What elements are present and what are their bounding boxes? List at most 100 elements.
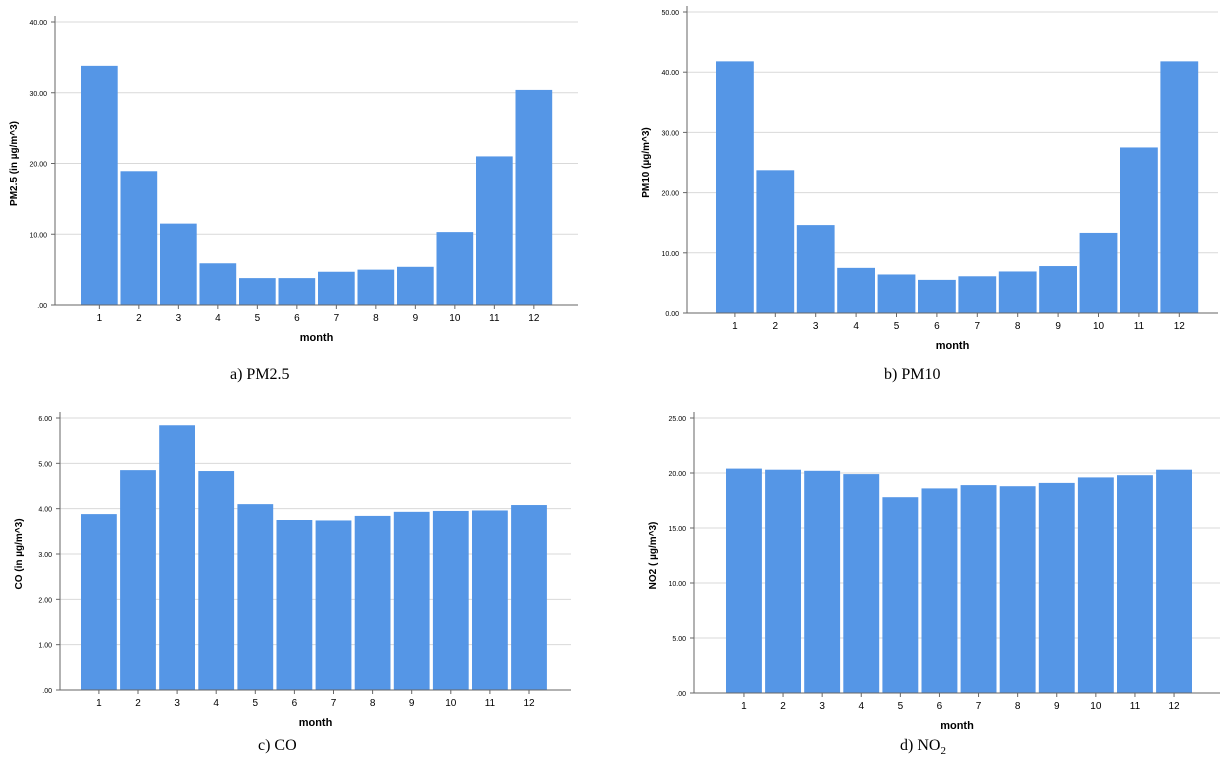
co-ytick-label: 5.00 bbox=[38, 461, 52, 468]
pm10-xtick-label: 7 bbox=[975, 321, 981, 332]
no2-xtick-label: 8 bbox=[1015, 701, 1021, 712]
pm25-ytick-label: 30.00 bbox=[29, 91, 47, 98]
pm10-bar bbox=[1120, 147, 1158, 313]
co-ytick-label: .00 bbox=[42, 688, 52, 695]
pm25-ytick-label: 40.00 bbox=[29, 20, 47, 27]
co-ylabel: CO (in µg/m^3) bbox=[14, 518, 25, 589]
no2-ytick-label: 25.00 bbox=[668, 416, 686, 423]
pm10-bar bbox=[998, 271, 1037, 313]
co-bar bbox=[432, 510, 469, 690]
pm25-bar bbox=[81, 65, 118, 306]
pm25-ytick-label: .00 bbox=[37, 303, 47, 310]
pm10-ylabel: PM10 (µg/m^3) bbox=[641, 127, 652, 198]
pm25-xtick-label: 11 bbox=[489, 313, 500, 324]
no2-xlabel: month bbox=[940, 720, 974, 732]
pm10-bar bbox=[1079, 232, 1118, 313]
pm10-ytick-label: 10.00 bbox=[661, 251, 679, 258]
no2-ytick-label: 10.00 bbox=[668, 581, 686, 588]
pm25-xtick-label: 9 bbox=[413, 313, 419, 324]
co-xtick-label: 9 bbox=[409, 698, 415, 709]
pm25-bar bbox=[515, 89, 553, 305]
co-ytick-label: 4.00 bbox=[38, 507, 52, 514]
pm25-xlabel: month bbox=[300, 332, 334, 344]
pm10-xtick-label: 5 bbox=[894, 321, 900, 332]
pm25-ytick-label: 10.00 bbox=[29, 232, 47, 239]
co-bar bbox=[354, 515, 391, 690]
pm10-xlabel: month bbox=[936, 340, 970, 352]
pm10-xtick-label: 1 bbox=[732, 321, 738, 332]
pm10-bar bbox=[796, 225, 835, 313]
co-ytick-label: 2.00 bbox=[38, 597, 52, 604]
pm10-xtick-label: 12 bbox=[1174, 321, 1186, 332]
pm10-bar bbox=[837, 267, 875, 313]
caption-no2-subscript: 2 bbox=[940, 745, 946, 758]
no2-xtick-label: 12 bbox=[1168, 701, 1180, 712]
pm25-xtick-label: 5 bbox=[255, 313, 261, 324]
no2-xtick-label: 11 bbox=[1130, 701, 1141, 712]
co-bar bbox=[159, 425, 195, 690]
chart-co: .00 1.00 2.00 3.00 4.00 5.00 6.00 1 2 3 4 5 6 7 8 9 10 11… bbox=[0, 400, 600, 730]
co-xlabel: month bbox=[299, 717, 333, 729]
co-xtick-label: 2 bbox=[135, 698, 141, 709]
co-bar bbox=[276, 520, 313, 690]
no2-xtick-label: 2 bbox=[780, 701, 786, 712]
pm10-bar bbox=[918, 279, 956, 313]
caption-pm25: a) PM2.5 bbox=[230, 366, 290, 383]
pm25-xtick-label: 4 bbox=[215, 313, 221, 324]
pm10-xtick-label: 9 bbox=[1055, 321, 1061, 332]
caption-no2-main: d) NO bbox=[900, 737, 941, 754]
co-xtick-label: 8 bbox=[370, 698, 376, 709]
co-xtick-label: 10 bbox=[445, 698, 457, 709]
co-xtick-label: 11 bbox=[485, 698, 496, 709]
no2-xtick-label: 6 bbox=[937, 701, 943, 712]
pm25-bar bbox=[357, 269, 395, 305]
no2-xtick-label: 1 bbox=[741, 701, 747, 712]
chart-no2: .00 5.00 10.00 15.00 20.00 25.00 1 2 3 4 5 6 7 8 9 10 11… bbox=[615, 400, 1223, 732]
no2-bar bbox=[726, 468, 762, 693]
pm10-xtick-label: 4 bbox=[853, 321, 859, 332]
pm25-xtick-label: 1 bbox=[97, 313, 103, 324]
pm10-xtick-label: 6 bbox=[934, 321, 940, 332]
caption-co: c) CO bbox=[258, 737, 297, 754]
co-xtick-label: 1 bbox=[96, 698, 102, 709]
no2-xtick-label: 10 bbox=[1090, 701, 1102, 712]
co-bar bbox=[237, 504, 274, 690]
pm25-bar bbox=[160, 223, 197, 305]
no2-bar bbox=[999, 486, 1036, 693]
pm10-ytick-label: 0.00 bbox=[665, 311, 679, 318]
no2-bar bbox=[765, 469, 801, 693]
pm25-bar bbox=[397, 266, 434, 305]
pm10-xtick-label: 3 bbox=[813, 321, 819, 332]
no2-xtick-label: 4 bbox=[858, 701, 864, 712]
no2-bar bbox=[804, 470, 841, 693]
co-bar bbox=[315, 520, 352, 690]
pm10-bar bbox=[716, 61, 754, 313]
pm25-xtick-label: 2 bbox=[136, 313, 142, 324]
no2-bar bbox=[921, 488, 958, 693]
pm25-xtick-label: 8 bbox=[373, 313, 379, 324]
co-bar bbox=[472, 510, 508, 690]
pm10-xtick-label: 2 bbox=[773, 321, 779, 332]
no2-ytick-label: .00 bbox=[676, 691, 686, 698]
pm25-bar bbox=[278, 278, 316, 305]
co-xtick-label: 7 bbox=[331, 698, 337, 709]
co-bar bbox=[393, 511, 430, 690]
caption-pm10: b) PM10 bbox=[884, 366, 941, 383]
no2-ytick-label: 5.00 bbox=[672, 636, 686, 643]
co-xtick-label: 4 bbox=[213, 698, 219, 709]
pm10-xtick-label: 10 bbox=[1093, 321, 1105, 332]
pm25-bar bbox=[436, 232, 474, 305]
co-bar bbox=[81, 514, 117, 690]
pm25-ytick-label: 20.00 bbox=[29, 162, 47, 169]
no2-xtick-label: 3 bbox=[819, 701, 825, 712]
chart-pm10: 0.00 10.00 20.00 30.00 40.00 50.00 1 2 3 4 5 6 7 8 9 10… bbox=[615, 0, 1223, 360]
co-ytick-label: 3.00 bbox=[38, 552, 52, 559]
pm25-bar bbox=[318, 271, 355, 305]
no2-bar bbox=[960, 485, 997, 693]
no2-bar bbox=[1117, 475, 1153, 693]
no2-bar bbox=[882, 497, 919, 693]
co-bar bbox=[120, 470, 156, 690]
